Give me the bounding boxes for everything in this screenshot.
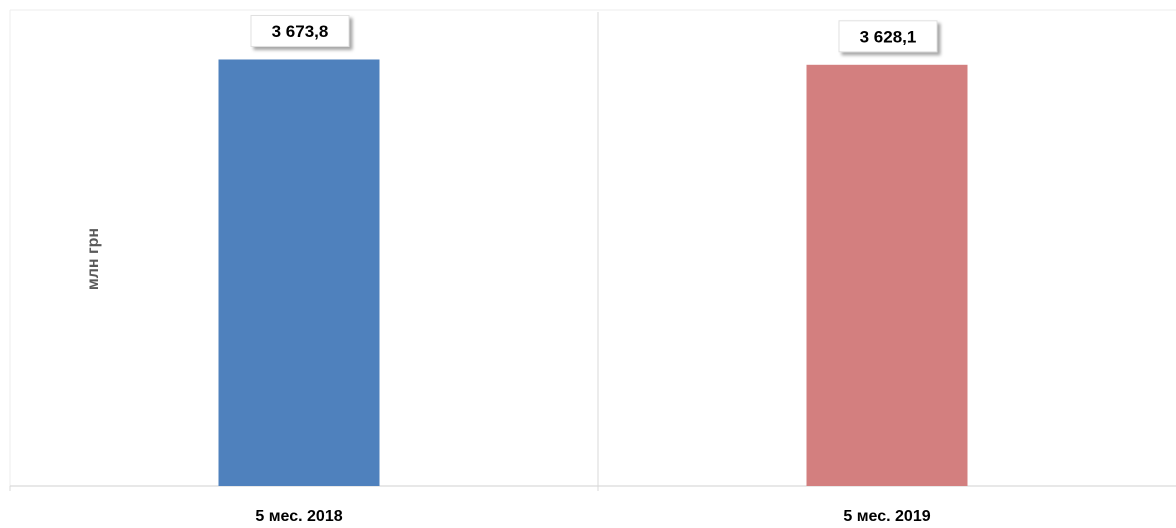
y-axis-title: млн грн	[85, 228, 102, 290]
data-label-box	[250, 14, 350, 47]
bar-1	[218, 59, 380, 487]
category-labels-layer: 5 мес. 2018 5 мес. 2019	[255, 508, 930, 525]
data-label-text: 3 628,1	[860, 27, 917, 46]
category-label-1: 5 мес. 2018	[255, 508, 342, 523]
data-labels-layer: 3 673,8 3 628,1	[250, 14, 938, 53]
data-label-1: 3 673,8	[250, 14, 350, 47]
bars-layer	[218, 59, 968, 487]
category-label-2: 5 мес. 2019	[843, 508, 930, 523]
data-label-text: 3 673,8	[272, 22, 329, 41]
data-label-box	[838, 20, 938, 53]
data-label-2: 3 628,1	[838, 20, 938, 53]
bar-2	[806, 64, 968, 486]
